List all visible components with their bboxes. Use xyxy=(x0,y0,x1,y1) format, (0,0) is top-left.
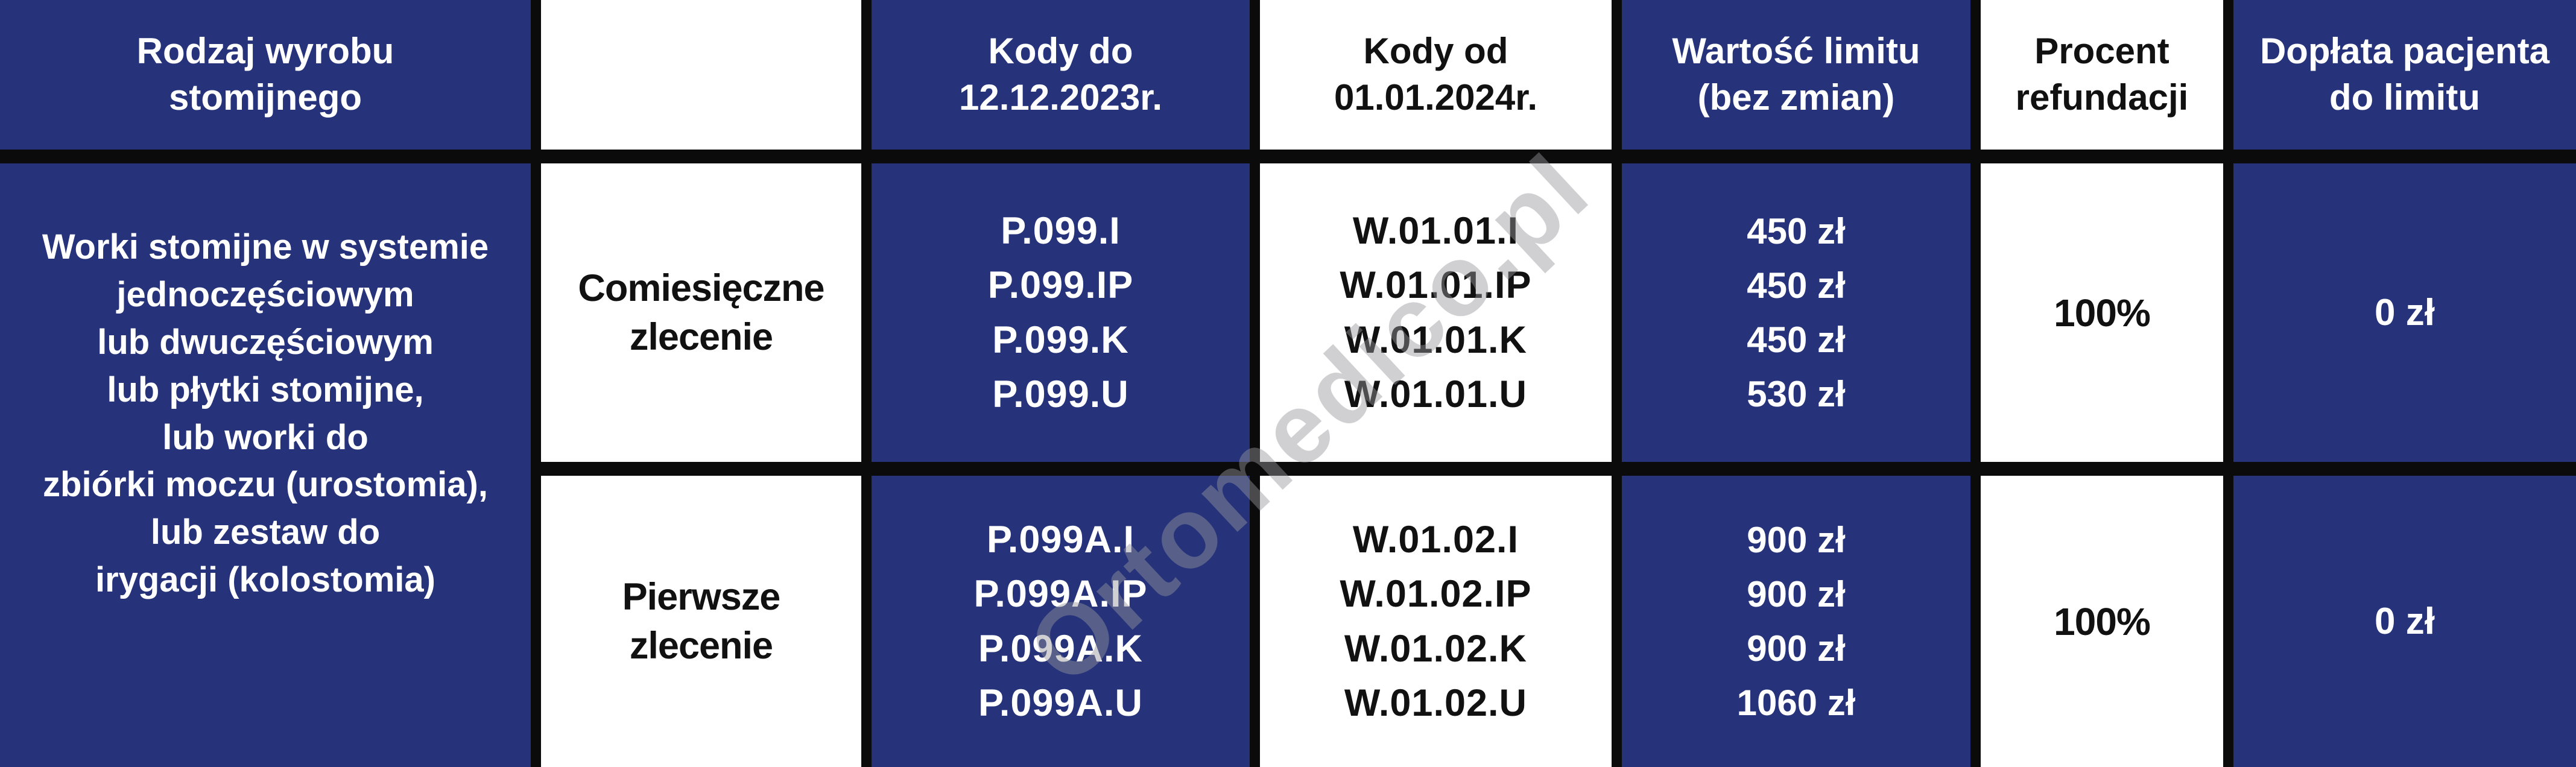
header-limit-value: Wartość limitu (bez zmian) xyxy=(1622,0,1970,150)
cell-product-group: Worki stomijne w systemie jednoczęściowy… xyxy=(0,163,531,767)
cell-row2-codes-from: W.01.02.I W.01.02.IP W.01.02.K W.01.02.U xyxy=(1260,476,1612,767)
cell-row2-refund-percent: 100% xyxy=(1981,476,2223,767)
cell-row1-patient-surcharge: 0 zł xyxy=(2233,163,2576,462)
cell-row2-codes-until: P.099A.I P.099A.IP P.099A.K P.099A.U xyxy=(872,476,1250,767)
header-patient-surcharge: Dopłata pacjenta do limitu xyxy=(2233,0,2576,150)
cell-row2-order-type: Pierwsze zlecenie xyxy=(541,476,861,767)
cell-row1-codes-until: P.099.I P.099.IP P.099.K P.099.U xyxy=(872,163,1250,462)
cell-row1-limit-values: 450 zł 450 zł 450 zł 530 zł xyxy=(1622,163,1970,462)
header-order-type-empty xyxy=(541,0,861,150)
cell-row2-patient-surcharge: 0 zł xyxy=(2233,476,2576,767)
header-product-type: Rodzaj wyrobu stomijnego xyxy=(0,0,531,150)
header-codes-from: Kody od 01.01.2024r. xyxy=(1260,0,1612,150)
header-refund-percent: Procent refundacji xyxy=(1981,0,2223,150)
header-codes-until: Kody do 12.12.2023r. xyxy=(872,0,1250,150)
cell-row2-limit-values: 900 zł 900 zł 900 zł 1060 zł xyxy=(1622,476,1970,767)
cell-row1-order-type: Comiesięczne zlecenie xyxy=(541,163,861,462)
cell-row1-codes-from: W.01.01.I W.01.01.IP W.01.01.K W.01.01.U xyxy=(1260,163,1612,462)
cell-row1-refund-percent: 100% xyxy=(1981,163,2223,462)
